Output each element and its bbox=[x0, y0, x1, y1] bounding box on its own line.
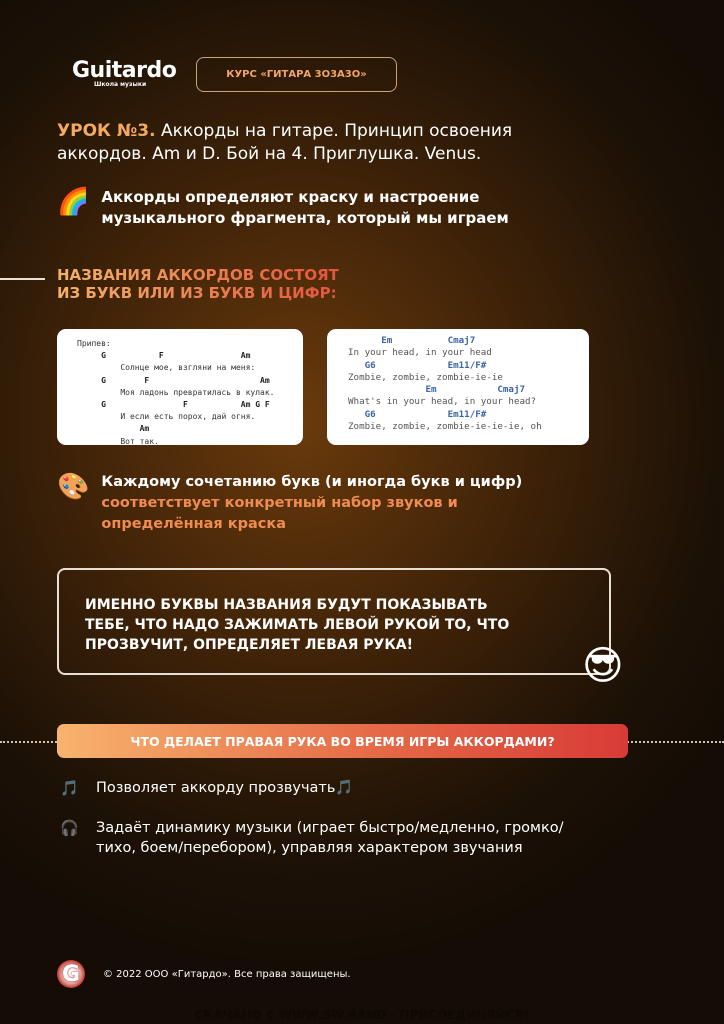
music-note-icon: 🎵 bbox=[60, 779, 79, 797]
footer-logo: G bbox=[57, 960, 85, 988]
chord-line: Em Cmaj7 bbox=[348, 335, 476, 346]
lyric-line: Zombie, zombie, zombie-ie-ie-ie, oh bbox=[348, 421, 542, 433]
palette-line: определённая краска bbox=[101, 516, 286, 532]
lyric-line: In your head, in your head bbox=[348, 347, 492, 359]
lesson-number: УРОК №3. bbox=[57, 121, 156, 141]
palette-block: 🎨 Каждому сочетанию букв (и иногда букв … bbox=[57, 472, 522, 535]
callout-box: ИМЕННО БУКВЫ НАЗВАНИЯ БУДУТ ПОКАЗЫВАТЬ Т… bbox=[57, 568, 611, 675]
chord-line: G6 Em11/F# bbox=[348, 359, 487, 371]
chord-sheet-russian: Припев: G F Am Солнце мое, взгляни на ме… bbox=[57, 329, 303, 446]
heading-line: НАЗВАНИЯ АККОРДОВ СОСТОЯТ bbox=[57, 266, 339, 284]
chord-sheet-zombie: Em Cmaj7 In your head, in your head G6 Em… bbox=[327, 329, 589, 445]
lyric-line: Zombie, zombie, zombie-ie-ie bbox=[348, 371, 503, 383]
lesson-topic: Аккорды на гитаре. Принцип освоения акко… bbox=[57, 121, 513, 164]
footer: G © 2022 ООО «Гитардо». Все права защище… bbox=[57, 960, 351, 988]
item-text: Задаёт динамику музыки (играет быстро/ме… bbox=[96, 820, 564, 836]
lyric-line: И если есть порох, дай огня. bbox=[77, 412, 256, 422]
callout-line: ТЕБЕ, ЧТО НАДО ЗАЖИМАТЬ ЛЕВОЙ РУКОЙ ТО, … bbox=[85, 617, 510, 633]
list-item: 🎧 Задаёт динамику музыки (играет быстро/… bbox=[60, 818, 563, 858]
palette-line: Каждому сочетанию букв (и иногда букв и … bbox=[101, 474, 523, 490]
palette-line: соответствует bbox=[101, 495, 225, 511]
heading-line: ИЗ БУКВ ИЛИ ИЗ БУКВ И ЦИФР: bbox=[57, 284, 337, 302]
lyric-line: Вот так. bbox=[77, 436, 159, 446]
lyric-line: Солнце мое, взгляни на меня: bbox=[77, 363, 256, 373]
palette-line: конкретный набор звуков и bbox=[224, 495, 458, 511]
watermark: СКАЧАНО С WWW.SW.BAND - ПРИСОЕДИНЯЙСЯ! bbox=[194, 1008, 530, 1022]
lesson-title: УРОК №3. Аккорды на гитаре. Принцип осво… bbox=[57, 120, 577, 166]
list-item: 🎵 Позволяет аккорду прозвучать🎵 bbox=[60, 778, 353, 798]
section-heading: НАЗВАНИЯ АККОРДОВ СОСТОЯТ ИЗ БУКВ ИЛИ ИЗ… bbox=[57, 266, 339, 302]
chord-line: G F Am bbox=[77, 375, 270, 385]
chord-line: G F Am bbox=[77, 351, 251, 361]
course-badge: КУРС «ГИТАРА 3О3А3О» bbox=[196, 57, 397, 92]
chord-line: Am bbox=[77, 424, 150, 434]
palette-icon: 🎨 bbox=[57, 472, 90, 502]
lyric-line: Припев: bbox=[77, 339, 111, 348]
callout-line: ПРОЗВУЧИТ, ОПРЕДЕЛЯЕТ ЛЕВАЯ РУКА! bbox=[85, 637, 414, 653]
headphones-icon: 🎧 bbox=[60, 819, 79, 837]
guitardo-logo: Guitardo Школа музыки bbox=[72, 58, 177, 88]
logo-subtitle: Школа музыки bbox=[94, 81, 147, 88]
item-text: тихо, боем/перебором), управляя характер… bbox=[96, 840, 523, 856]
chord-line: G6 Em11/F# bbox=[348, 408, 487, 420]
sunglasses-emoji-icon: 😎 bbox=[582, 643, 624, 689]
copyright: © 2022 ООО «Гитардо». Все права защищены… bbox=[103, 968, 351, 980]
divider bbox=[0, 278, 45, 280]
right-hand-banner: ЧТО ДЕЛАЕТ ПРАВАЯ РУКА ВО ВРЕМЯ ИГРЫ АКК… bbox=[57, 724, 628, 758]
lyric-line: Моя ладонь превратилась в кулак. bbox=[77, 387, 275, 397]
intro-block: 🌈 Аккорды определяют краску и настроение… bbox=[57, 187, 509, 229]
rainbow-icon: 🌈 bbox=[57, 187, 90, 217]
intro-line: Аккорды определяют краску и настроение bbox=[101, 188, 480, 206]
chord-line: Em Cmaj7 bbox=[348, 384, 526, 396]
lyric-line: What's in your head, in your head? bbox=[348, 396, 537, 408]
intro-line: музыкального фрагмента, который мы играе… bbox=[101, 209, 509, 227]
chord-line: G F Am G F bbox=[77, 400, 270, 410]
callout-line: ИМЕННО БУКВЫ НАЗВАНИЯ БУДУТ ПОКАЗЫВАТЬ bbox=[85, 597, 488, 613]
item-text: Позволяет аккорду прозвучать🎵 bbox=[96, 780, 354, 796]
logo-text: Guitardo bbox=[72, 58, 177, 83]
